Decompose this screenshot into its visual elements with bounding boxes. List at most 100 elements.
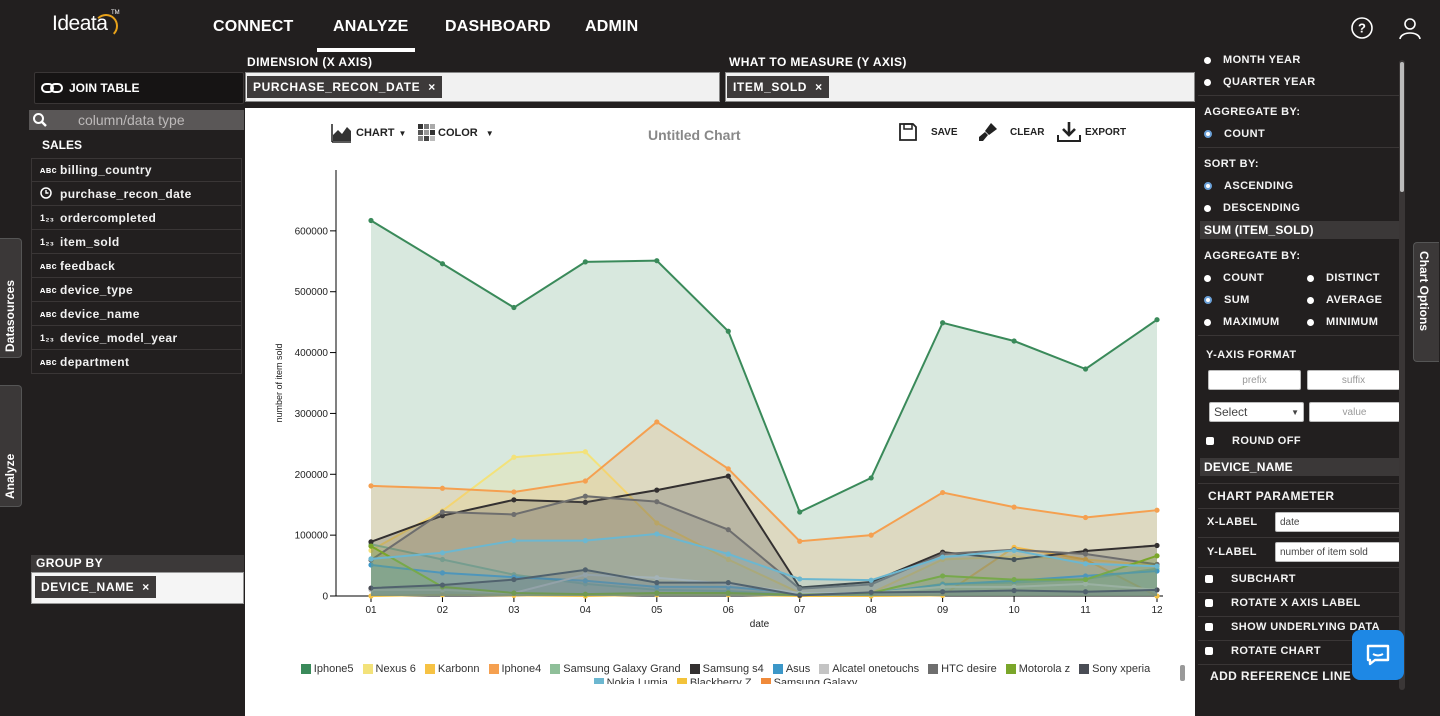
format-select[interactable]: Select ▼ xyxy=(1209,402,1304,422)
field-device-name[interactable]: ᴀʙc device_name xyxy=(31,302,242,326)
legend-item[interactable]: Motorola z xyxy=(1005,662,1070,676)
section-device-name[interactable]: DEVICE_NAME xyxy=(1200,458,1400,476)
measure-y-dropzone[interactable]: ITEM_SOLD × xyxy=(725,72,1195,102)
chat-button[interactable] xyxy=(1352,630,1404,680)
option-descending[interactable]: DESCENDING xyxy=(1204,202,1300,214)
options-scroll-thumb[interactable] xyxy=(1400,62,1404,192)
point-sony-xperia xyxy=(797,592,803,598)
dimension-x-dropzone[interactable]: PURCHASE_RECON_DATE × xyxy=(245,72,720,102)
point-nokia-lumia xyxy=(511,538,517,544)
x-label-input[interactable]: date xyxy=(1275,512,1400,532)
point-htc-desire xyxy=(868,581,874,588)
chart-canvas xyxy=(245,108,1195,716)
x-tick-label: 11 xyxy=(1080,605,1091,616)
option-quarter-year[interactable]: QUARTER YEAR xyxy=(1204,76,1316,88)
field-device-type[interactable]: ᴀʙc device_type xyxy=(31,278,242,302)
option-count-dim[interactable]: COUNT xyxy=(1204,128,1265,140)
analyze-tab[interactable]: Analyze xyxy=(0,385,22,507)
save-button[interactable]: SAVE xyxy=(898,122,958,142)
prefix-input[interactable]: prefix xyxy=(1208,370,1301,390)
measure-y-chip[interactable]: ITEM_SOLD × xyxy=(727,76,829,98)
field-item-sold[interactable]: 1₂₃ item_sold xyxy=(31,230,242,254)
field-ordercompleted[interactable]: 1₂₃ ordercompleted xyxy=(31,206,242,230)
datasources-tab-label: Datasources xyxy=(3,279,17,352)
add-reference-line-button[interactable]: ADD REFERENCE LINE xyxy=(1210,669,1352,683)
chart-title[interactable]: Untitled Chart xyxy=(648,127,741,143)
nav-admin[interactable]: ADMIN xyxy=(585,18,639,35)
legend-item[interactable]: Sony xperia xyxy=(1079,662,1150,676)
field-billing-country[interactable]: ᴀʙc billing_country xyxy=(31,158,242,182)
export-button[interactable]: EXPORT xyxy=(1056,121,1126,143)
legend-item[interactable]: Samsung s4 xyxy=(689,662,764,676)
subchart-checkbox[interactable]: SUBCHART xyxy=(1205,573,1296,585)
field-feedback[interactable]: ᴀʙc feedback xyxy=(31,254,242,278)
legend-item[interactable]: Iphone5 xyxy=(300,662,354,676)
remove-chip-icon[interactable]: × xyxy=(142,580,150,594)
nav-analyze[interactable]: ANALYZE xyxy=(333,18,409,35)
chart-type-button[interactable]: CHART ▼ xyxy=(330,122,406,144)
show-underlying-checkbox[interactable]: SHOW UNDERLYING DATA xyxy=(1205,621,1380,633)
legend-item[interactable]: Samsung Galaxy xyxy=(760,676,857,684)
chart-options-tab[interactable]: Chart Options xyxy=(1413,242,1439,362)
round-off-checkbox[interactable]: ROUND OFF xyxy=(1206,435,1301,447)
clear-button[interactable]: CLEAR xyxy=(977,121,1044,143)
value-input[interactable]: value xyxy=(1309,402,1400,422)
suffix-input[interactable]: suffix xyxy=(1307,370,1400,390)
rotate-chart-checkbox[interactable]: ROTATE CHART xyxy=(1205,645,1321,657)
dimension-x-chip-label: PURCHASE_RECON_DATE xyxy=(253,80,421,94)
legend-item[interactable]: Iphone4 xyxy=(488,662,541,676)
agg-option-minimum[interactable]: MINIMUM xyxy=(1307,316,1378,328)
legend-item[interactable]: Nexus 6 xyxy=(362,662,416,676)
datasources-tab[interactable]: Datasources xyxy=(0,238,22,358)
legend-item[interactable]: Nokia Lumia xyxy=(593,676,668,684)
point-asus xyxy=(582,578,588,584)
join-table-button[interactable]: JOIN TABLE xyxy=(34,72,244,104)
dimension-x-chip[interactable]: PURCHASE_RECON_DATE × xyxy=(247,76,442,98)
y-label-input[interactable]: number of item sold xyxy=(1275,542,1400,562)
agg-option-count[interactable]: COUNT xyxy=(1204,272,1264,284)
legend-item[interactable]: Alcatel onetouchs xyxy=(819,662,919,676)
option-month-year[interactable]: MONTH YEAR xyxy=(1204,54,1301,66)
agg-option-distinct[interactable]: DISTINCT xyxy=(1307,272,1380,284)
section-sum-item-sold[interactable]: SUM (ITEM_SOLD) xyxy=(1200,221,1400,239)
field-department[interactable]: ᴀʙc department xyxy=(31,350,242,374)
option-ascending[interactable]: ASCENDING xyxy=(1204,180,1294,192)
group-by-chip[interactable]: DEVICE_NAME × xyxy=(35,576,156,598)
user-icon[interactable] xyxy=(1398,16,1422,40)
checkbox-icon xyxy=(1206,437,1214,446)
agg-option-sum[interactable]: SUM xyxy=(1204,294,1250,306)
rotate-x-checkbox[interactable]: ROTATE X AXIS LABEL xyxy=(1205,597,1361,609)
legend-scrollbar[interactable] xyxy=(1180,665,1185,681)
legend-swatch xyxy=(772,664,783,674)
legend-item[interactable]: Karbonn xyxy=(424,662,480,676)
export-label: EXPORT xyxy=(1085,126,1127,138)
options-scrollbar[interactable] xyxy=(1399,60,1405,690)
ideata-logo[interactable]: Ideata xyxy=(52,12,108,35)
radio-selected-icon xyxy=(1204,130,1212,139)
analyze-tab-label: Analyze xyxy=(3,453,17,499)
point-htc-desire xyxy=(582,493,588,499)
help-icon[interactable]: ? xyxy=(1350,16,1374,40)
legend-item[interactable]: HTC desire xyxy=(928,662,997,676)
divider xyxy=(1198,147,1400,148)
legend-item[interactable]: Asus xyxy=(772,662,810,676)
legend-item[interactable]: Samsung Galaxy Grand xyxy=(550,662,681,676)
join-table-label: JOIN TABLE xyxy=(69,81,140,95)
group-by-dropzone[interactable]: DEVICE_NAME × xyxy=(31,572,244,604)
legend-item[interactable]: Blackberry Z xyxy=(676,676,752,684)
color-button[interactable]: COLOR ▼ xyxy=(418,124,494,142)
point-karbonn xyxy=(1082,556,1089,563)
nav-dashboard[interactable]: DASHBOARD xyxy=(445,18,551,35)
nav-connect[interactable]: CONNECT xyxy=(213,18,294,35)
legend-swatch xyxy=(676,678,687,684)
field-device-model-year[interactable]: 1₂₃ device_model_year xyxy=(31,326,242,350)
column-search-input[interactable]: column/data type xyxy=(29,110,244,130)
agg-option-maximum[interactable]: MAXIMUM xyxy=(1204,316,1280,328)
radio-icon xyxy=(1307,296,1314,304)
remove-chip-icon[interactable]: × xyxy=(815,80,823,94)
remove-chip-icon[interactable]: × xyxy=(428,80,436,94)
field-purchase-recon-date[interactable]: purchase_recon_date xyxy=(31,182,242,206)
agg-option-average[interactable]: AVERAGE xyxy=(1307,294,1382,306)
group-by-chip-label: DEVICE_NAME xyxy=(41,580,135,594)
chevron-down-icon: ▼ xyxy=(398,128,407,138)
